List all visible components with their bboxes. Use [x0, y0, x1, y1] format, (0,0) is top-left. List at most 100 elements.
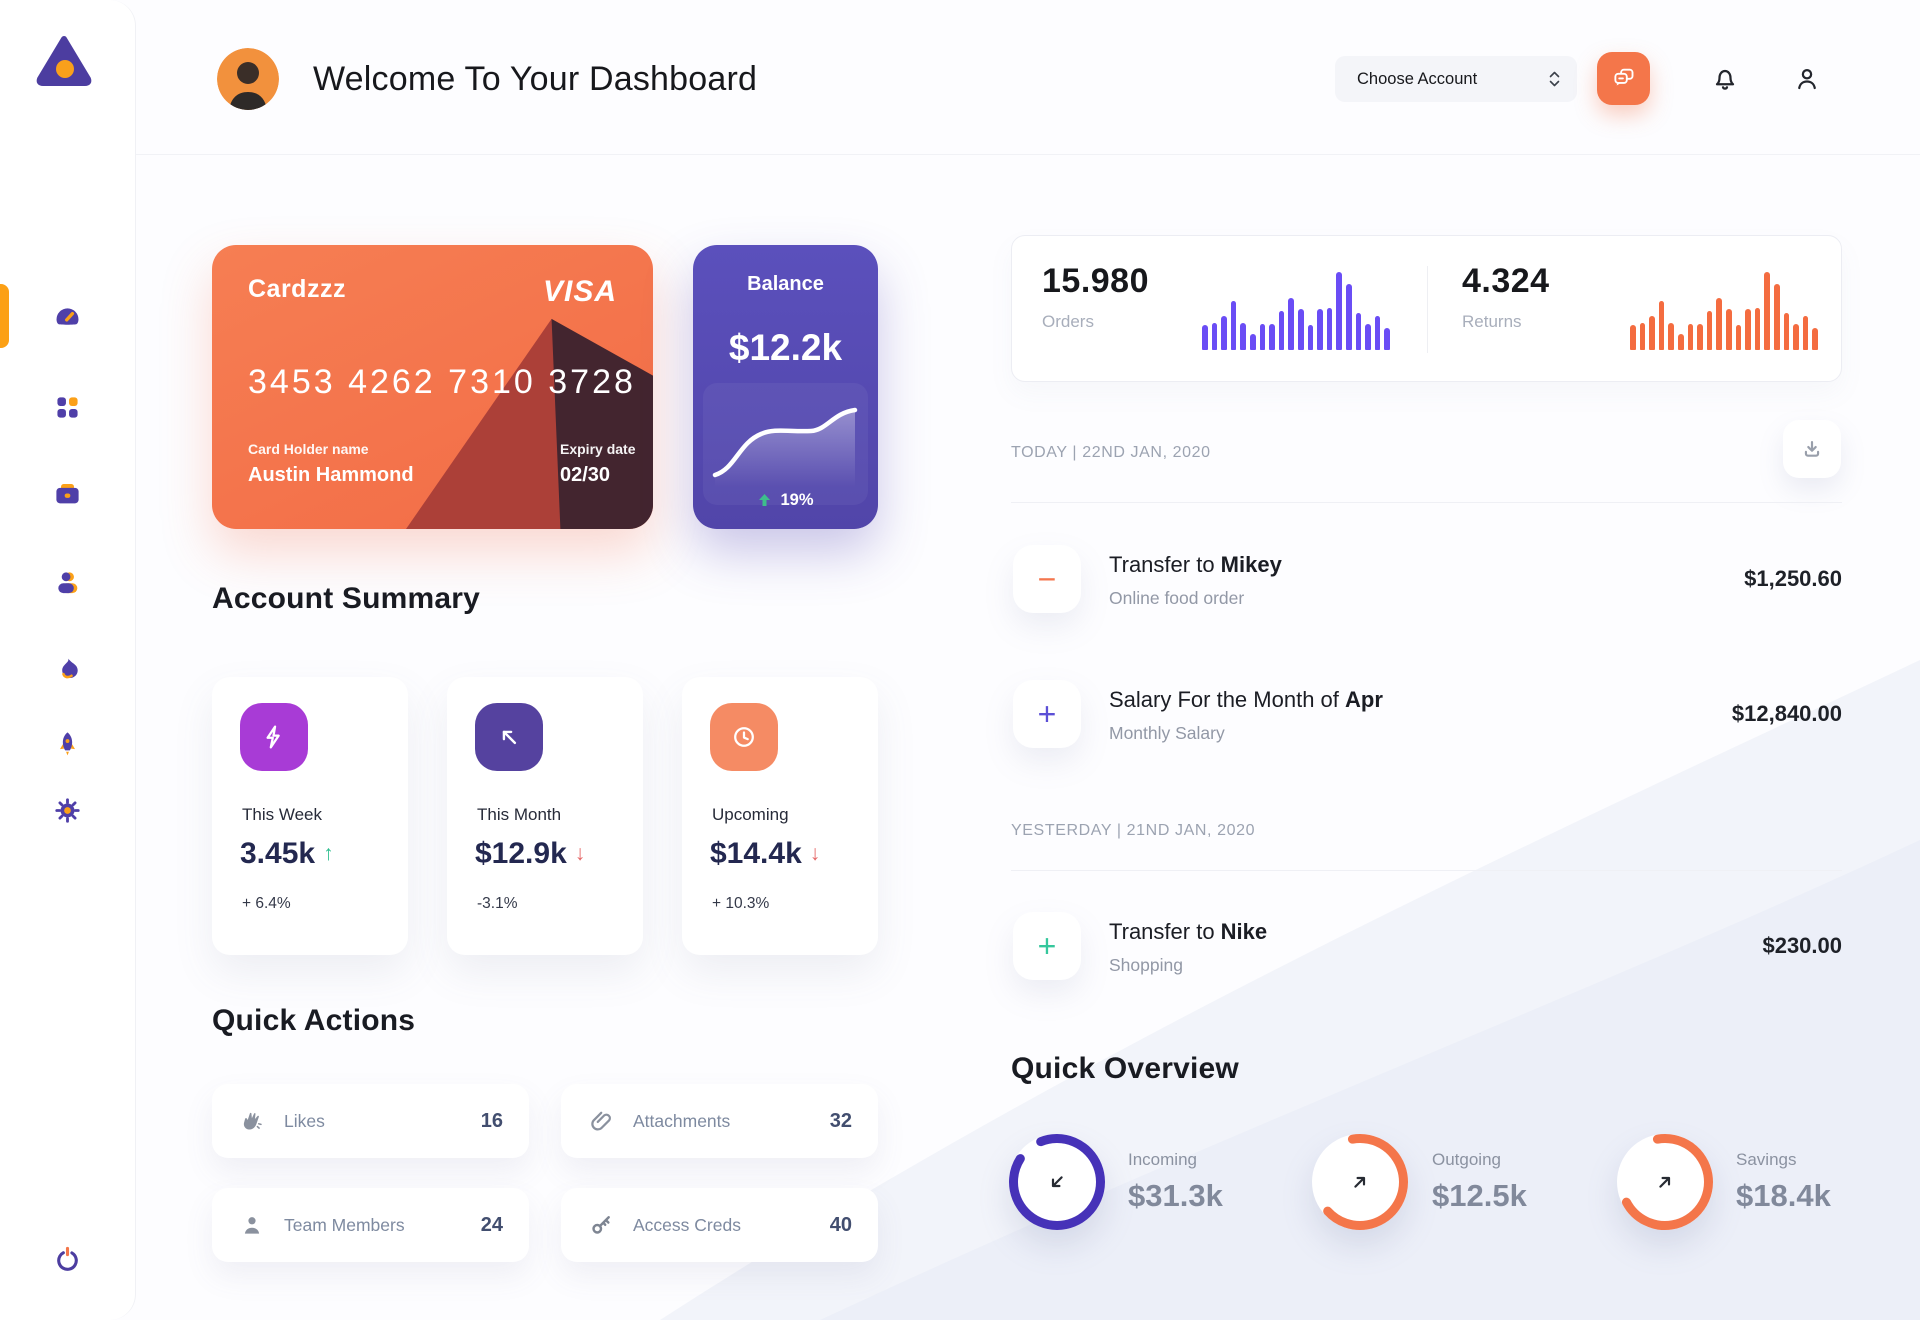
incoming-value: $31.3k	[1128, 1178, 1223, 1213]
quick-action-attachments[interactable]: Attachments 32	[561, 1084, 878, 1158]
transactions-date-header-yesterday: YESTERDAY | 21ND JAN, 2020	[1011, 822, 1256, 839]
returns-label: Returns	[1462, 312, 1522, 331]
lightning-tile	[240, 703, 308, 771]
download-button[interactable]	[1783, 420, 1841, 478]
outgoing-ring	[1305, 1127, 1415, 1237]
select-chevrons-icon	[1549, 71, 1560, 87]
active-nav-indicator	[0, 284, 9, 348]
balance-change: 19%	[780, 491, 814, 509]
arrow-up-right-icon	[1659, 1176, 1671, 1188]
card-holder-name: Austin Hammond	[248, 464, 414, 486]
summary-value: $12.9k	[475, 837, 567, 870]
download-icon	[1804, 440, 1820, 457]
logout-button[interactable]	[0, 1237, 135, 1281]
sidebar-item-dashboard[interactable]	[0, 294, 135, 338]
transaction-row-salary[interactable]: + Salary For the Month of Apr Monthly Sa…	[1011, 680, 1842, 748]
credit-card-number: 3453 4262 7310 3728	[248, 363, 636, 401]
sidebar-item-launch[interactable]	[0, 722, 135, 766]
orders-mini-bar-chart	[1202, 272, 1402, 350]
quick-actions-title: Quick Actions	[212, 1004, 416, 1037]
transaction-subtitle: Online food order	[1109, 588, 1245, 608]
header-divider	[136, 154, 1920, 155]
quick-action-likes[interactable]: Likes 16	[212, 1084, 529, 1158]
arrow-up-left-icon	[502, 730, 517, 745]
flame-icon	[62, 658, 78, 678]
quick-action-count: 24	[480, 1213, 503, 1236]
credit-card-name: Cardzzz	[248, 275, 346, 303]
notifications-button[interactable]	[1704, 58, 1746, 100]
transaction-amount: $230.00	[1762, 933, 1842, 958]
transaction-subtitle: Monthly Salary	[1109, 723, 1225, 743]
orders-returns-card: 15.980 Orders 4.324 Returns	[1011, 235, 1842, 382]
savings-value: $18.4k	[1736, 1178, 1831, 1213]
transaction-title: Salary For the Month of Apr	[1109, 687, 1383, 712]
user-icon	[58, 571, 78, 593]
sidebar-item-activity[interactable]	[0, 648, 135, 692]
app-logo[interactable]	[28, 26, 100, 98]
summary-percent: -3.1%	[477, 895, 518, 912]
summary-percent: + 10.3%	[712, 895, 770, 912]
quick-action-count: 32	[829, 1109, 852, 1132]
summary-label: This Month	[477, 805, 562, 824]
summary-value: 3.45k	[240, 837, 316, 870]
messages-button[interactable]	[1597, 52, 1650, 105]
apps-grid-icon	[57, 396, 78, 418]
credit-card: Cardzzz VISA 3453 4262 7310 3728 Card Ho…	[212, 245, 653, 529]
transaction-title: Transfer to Mikey	[1109, 552, 1282, 577]
arrow-up-right-icon	[1354, 1176, 1366, 1188]
arrow-up-left-tile	[475, 703, 543, 771]
transaction-plus-icon: +	[1013, 912, 1081, 980]
clock-tile	[710, 703, 778, 771]
bell-icon	[1715, 69, 1735, 90]
quick-action-team-members[interactable]: Team Members 24	[212, 1188, 529, 1262]
avatar-photo	[217, 48, 279, 110]
arrow-down-left-icon	[1051, 1176, 1063, 1188]
transaction-row-nike[interactable]: + Transfer to Nike Shopping $230.00	[1011, 912, 1842, 980]
summary-label: This Week	[242, 805, 322, 824]
paperclip-icon	[591, 1111, 611, 1131]
quick-action-count: 16	[480, 1109, 503, 1132]
key-icon	[592, 1216, 610, 1234]
transaction-amount: $12,840.00	[1731, 701, 1842, 726]
divider	[1011, 870, 1842, 871]
rocket-icon	[60, 731, 75, 755]
sidebar	[0, 0, 136, 1320]
lightning-icon	[266, 725, 280, 749]
quick-overview-title: Quick Overview	[1011, 1052, 1239, 1085]
account-select[interactable]: Choose Account	[1335, 56, 1577, 102]
balance-value: $12.2k	[728, 327, 843, 368]
sidebar-item-settings[interactable]	[0, 788, 135, 832]
visa-logo: VISA	[542, 275, 617, 308]
summary-card-this-month: This Month $12.9k ↓ -3.1%	[447, 677, 643, 955]
sidebar-item-apps[interactable]	[0, 385, 135, 429]
sidebar-item-contacts[interactable]	[0, 560, 135, 604]
user-avatar[interactable]	[217, 48, 279, 110]
quick-action-access-creds[interactable]: Access Creds 40	[561, 1188, 878, 1262]
chat-icon	[1613, 68, 1633, 86]
balance-card: Balance $12.2k 19%	[693, 245, 878, 529]
quick-action-label: Likes	[284, 1110, 325, 1131]
summary-arrow: ↓	[574, 842, 586, 865]
summary-arrow: ↑	[323, 842, 334, 865]
speedometer-icon	[56, 307, 79, 325]
sidebar-item-briefcase[interactable]	[0, 471, 135, 515]
summary-percent: + 6.4%	[242, 895, 291, 912]
logo-triangle-icon	[36, 36, 92, 86]
gear-icon	[55, 797, 80, 823]
orders-value: 15.980	[1042, 262, 1149, 300]
expiry-value: 02/30	[560, 464, 611, 486]
balance-title: Balance	[747, 273, 824, 295]
transaction-plus-icon: +	[1013, 680, 1081, 748]
summary-arrow: ↓	[809, 842, 821, 865]
transaction-row-mikey[interactable]: − Transfer to Mikey Online food order $1…	[1011, 545, 1842, 613]
clock-icon	[734, 727, 754, 747]
quick-action-label: Attachments	[633, 1110, 731, 1131]
trend-up-icon	[759, 494, 771, 506]
returns-mini-bar-chart	[1630, 272, 1830, 350]
incoming-ring	[1002, 1127, 1112, 1237]
power-icon	[57, 1246, 78, 1271]
profile-button[interactable]	[1786, 58, 1828, 100]
transaction-subtitle: Shopping	[1109, 955, 1183, 975]
expiry-label: Expiry date	[560, 441, 636, 457]
page-title: Welcome To Your Dashboard	[313, 60, 758, 98]
